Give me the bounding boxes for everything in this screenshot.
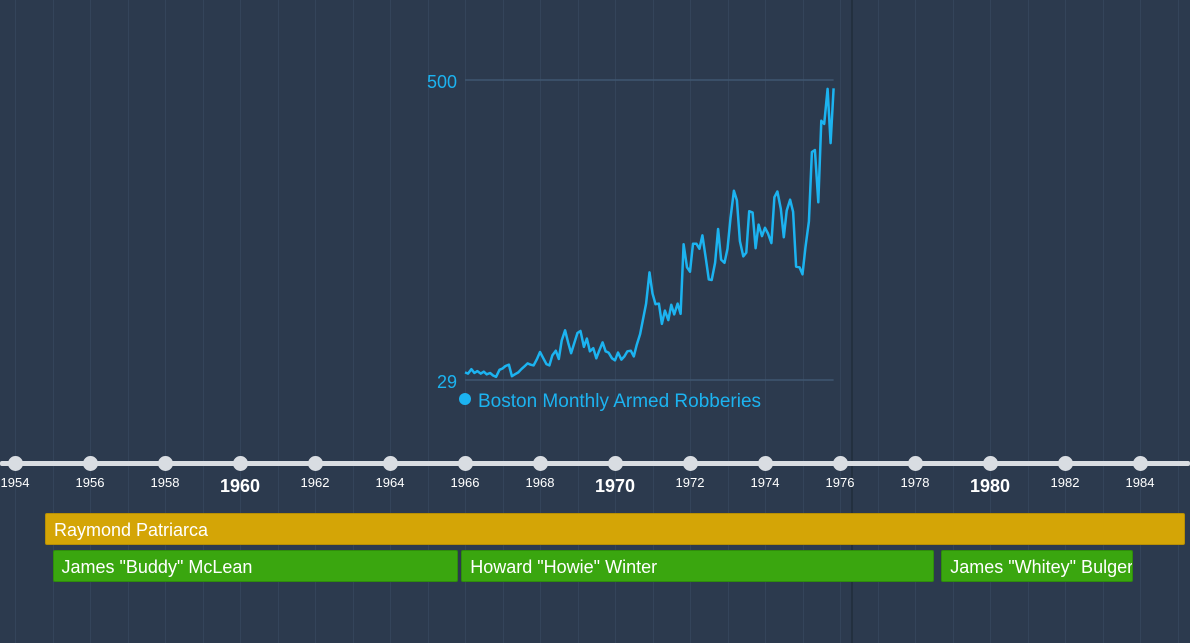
vertical-gridline [615,0,616,643]
vertical-gridline [765,0,766,643]
timeline-tick-dot[interactable] [82,456,98,471]
vertical-gridline [240,0,241,643]
vertical-gridline [352,0,354,643]
vertical-gridline [52,0,54,643]
vertical-gridline [915,0,916,643]
timeline-tick-label: 1972 [675,475,705,490]
vertical-gridline [502,0,504,643]
timeline-tick-dot[interactable] [457,456,473,471]
timeline-tick-label: 1966 [450,475,480,490]
timeline-tick-dot[interactable] [382,456,398,471]
timeline-bar-leader[interactable]: Howard "Howie" Winter [461,550,934,582]
vertical-gridline [15,0,16,643]
vertical-gridline [577,0,579,643]
timeline-tick-label: 1974 [750,475,780,490]
timeline-tick-dot[interactable] [982,456,998,471]
vertical-gridline [952,0,954,643]
current-time-marker [851,0,854,643]
timeline-bar-leader[interactable]: James "Whitey" Bulger [941,550,1133,582]
vertical-gridline [1177,0,1179,643]
vertical-gridline [802,0,804,643]
timeline-tick-dot[interactable] [307,456,323,471]
timeline-tick-label: 1984 [1125,475,1155,490]
timeline-tick-dot[interactable] [7,456,23,471]
timeline-tick-label: 1982 [1050,475,1080,490]
timeline-axis [0,461,1190,466]
timeline-tick-label: 1970 [594,476,636,496]
y-tick-label: 500 [426,72,457,92]
legend-label[interactable]: Boston Monthly Armed Robberies [478,391,762,412]
timeline-tick-label: 1960 [219,476,261,496]
vertical-gridline [277,0,279,643]
timeline-tick-dot[interactable] [907,456,923,471]
timeline-tick-dot[interactable] [607,456,623,471]
timeline-tick-label: 1976 [825,475,855,490]
vertical-gridline [390,0,391,643]
timeline-tick-label: 1954 [0,475,30,490]
vertical-gridline [1027,0,1029,643]
timeline-tick-label: 1958 [150,475,180,490]
timeline-tick-label: 1964 [375,475,405,490]
vertical-gridline [315,0,316,643]
series-line-armed-robberies[interactable] [464,87,835,379]
y-tick-label: 29 [436,372,457,392]
timeline-tick-dot[interactable] [1057,456,1073,471]
vertical-gridline [540,0,541,643]
timeline-bar-boss[interactable]: Raymond Patriarca [45,513,1185,545]
legend-marker [459,393,471,405]
vertical-gridline [1102,0,1104,643]
timeline-tick-dot[interactable] [757,456,773,471]
vertical-gridline [165,0,166,643]
timeline-tick-dot[interactable] [832,456,848,471]
vertical-gridline [690,0,691,643]
timeline-tick-dot[interactable] [232,456,248,471]
timeline-tick-dot[interactable] [157,456,173,471]
vertical-gridline [465,0,466,643]
vertical-gridline [427,0,429,643]
vertical-gridline [1140,0,1141,643]
vertical-gridline [90,0,91,643]
vertical-gridline [652,0,654,643]
timeline-tick-dot[interactable] [1132,456,1148,471]
timeline-tick-label: 1956 [75,475,105,490]
vertical-gridline [877,0,879,643]
timeline-tick-label: 1962 [300,475,330,490]
vertical-gridline [727,0,729,643]
timeline-tick-label: 1980 [969,476,1011,496]
timeline-tick-dot[interactable] [682,456,698,471]
timeline-tick-dot[interactable] [532,456,548,471]
timeline-tick-label: 1978 [900,475,930,490]
vertical-gridline [127,0,129,643]
vertical-gridline [1065,0,1066,643]
timeline-bar-leader[interactable]: James "Buddy" McLean [52,550,458,582]
vertical-gridline [202,0,204,643]
vertical-gridline [840,0,841,643]
timeline-tick-label: 1968 [525,475,555,490]
vertical-gridline [990,0,991,643]
